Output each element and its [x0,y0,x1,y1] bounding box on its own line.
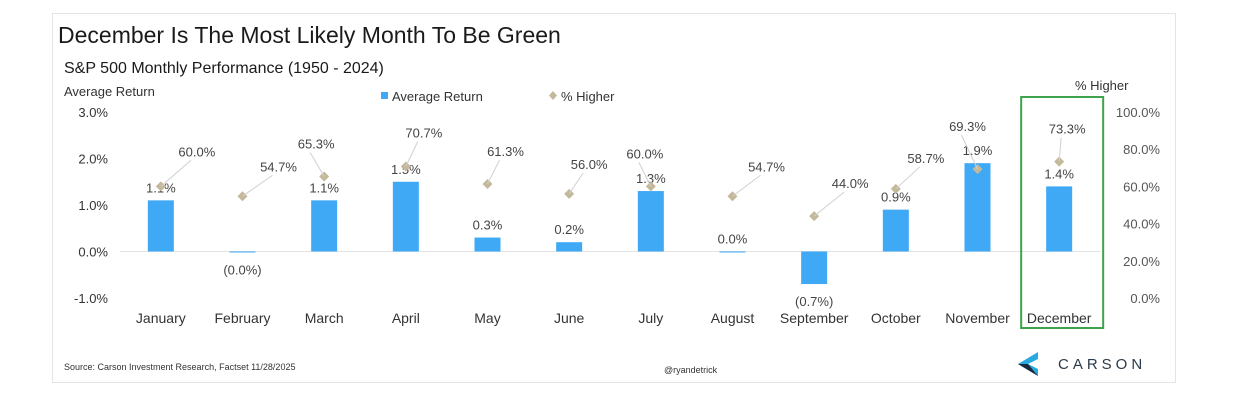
pct-higher-data-label: 58.7% [907,151,944,166]
leader-line [242,174,273,197]
right-tick-label: 80.0% [1123,142,1160,157]
x-tick-label: December [1027,310,1092,326]
pct-higher-data-label: 65.3% [298,137,335,152]
bar-average-return [637,191,664,252]
pct-higher-data-label: 61.3% [487,144,524,159]
bar-data-label: 0.2% [554,222,584,237]
legend-label-pct-higher: % Higher [561,89,615,104]
x-tick-label: October [871,310,921,326]
bar-average-return [882,209,909,252]
bar-average-return [801,251,828,285]
right-tick-label: 60.0% [1123,179,1160,194]
x-tick-label: February [214,310,270,326]
bar-average-return [229,251,256,253]
legend-label-average-return: Average Return [392,89,483,104]
leader-line [160,160,192,187]
bar-average-return [964,163,991,252]
chart-subtitle: S&P 500 Monthly Performance (1950 - 2024… [64,60,384,77]
pct-higher-data-label: 73.3% [1049,122,1086,137]
right-tick-label: 40.0% [1123,217,1160,232]
x-tick-label: June [554,310,585,326]
leader-line [487,159,500,185]
leader-line [732,174,761,197]
left-tick-label: 3.0% [78,105,108,120]
bar-data-label: 0.9% [881,190,911,205]
left-axis-title: Average Return [64,84,155,99]
bar-average-return [474,237,501,252]
bar-average-return [1046,186,1073,252]
x-tick-label: September [780,310,849,326]
pct-higher-data-label: 54.7% [260,159,297,174]
leader-line [568,172,584,195]
pct-higher-data-label: 60.0% [626,146,663,161]
bar-average-return [311,200,338,252]
pct-higher-data-label: 70.7% [405,125,442,140]
x-tick-label: November [945,310,1010,326]
leader-line [961,134,978,170]
bar-average-return [147,200,174,252]
source-note: Source: Carson Investment Research, Fact… [64,362,296,372]
x-tick-label: January [136,310,186,326]
right-tick-label: 0.0% [1130,291,1160,306]
pct-higher-data-label: 54.7% [748,159,785,174]
right-axis-title: % Higher [1075,78,1129,93]
x-tick-label: July [638,310,663,326]
chart-title: December Is The Most Likely Month To Be … [58,22,561,48]
leader-line [895,166,921,190]
left-tick-label: 2.0% [78,152,108,167]
bar-data-label: 1.4% [1044,166,1074,181]
leader-line [638,162,652,187]
bar-average-return [556,242,583,252]
leader-line [813,191,845,217]
pct-higher-data-label: 56.0% [571,157,608,172]
pct-higher-data-label: 44.0% [832,176,869,191]
left-tick-label: 0.0% [78,245,108,260]
bar-average-return [392,181,419,252]
legend-swatch-diamond [549,91,557,100]
pct-higher-data-label: 69.3% [949,119,986,134]
left-tick-label: -1.0% [74,291,108,306]
right-tick-label: 100.0% [1116,105,1161,120]
logo-text: CARSON [1058,355,1147,373]
left-tick-label: 1.0% [78,198,108,213]
bar-data-label: 1.1% [309,180,339,195]
leader-line [309,152,325,177]
bar-data-label: 0.3% [473,218,503,233]
pct-higher-data-label: 60.0% [178,144,215,159]
bar-data-label: 0.0% [718,232,748,247]
x-tick-label: August [711,310,755,326]
author-handle: @ryandetrick [664,365,718,375]
x-tick-label: April [392,310,420,326]
bar-average-return [719,251,746,253]
x-tick-label: March [305,310,344,326]
x-tick-label: May [474,310,500,326]
bar-data-label: 1.9% [963,143,993,158]
legend-swatch-bar [381,92,388,99]
highlight-box-december [1020,96,1105,329]
leader-line [1058,137,1062,162]
leader-line [405,141,419,167]
bar-data-label: 1.3% [636,171,666,186]
carson-logo: CARSON [1014,350,1146,378]
bar-data-label: (0.7%) [795,294,833,309]
bar-data-label: (0.0%) [223,262,261,277]
carson-chevron-logo-icon [1018,352,1038,376]
right-tick-label: 20.0% [1123,254,1160,269]
